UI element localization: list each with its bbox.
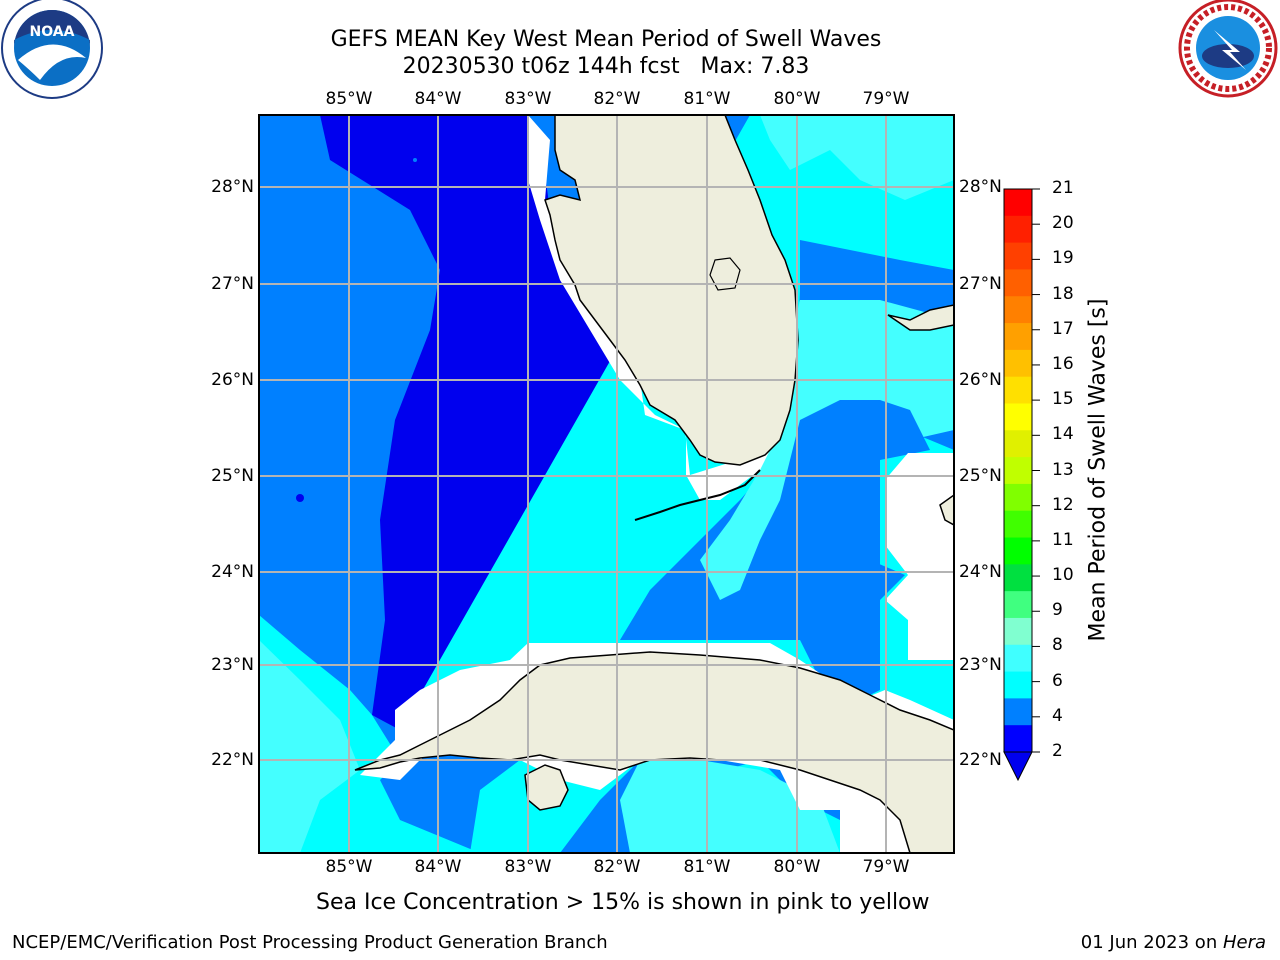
colorbar-swatch <box>1004 242 1032 270</box>
lat-label-right: 22°N <box>959 750 1002 770</box>
sea-ice-note: Sea Ice Concentration > 15% is shown in … <box>316 890 930 915</box>
colorbar <box>1003 188 1040 782</box>
map-panel <box>259 115 954 853</box>
colorbar-tick-label: 19 <box>1052 248 1074 269</box>
lat-label-right: 24°N <box>959 562 1002 582</box>
lon-label-bottom: 79°W <box>862 857 910 877</box>
lat-label-left: 24°N <box>211 562 254 582</box>
lon-label-bottom: 83°W <box>504 857 552 877</box>
map-frame <box>258 114 955 854</box>
colorbar-swatch <box>1004 617 1032 646</box>
colorbar-swatch <box>1004 725 1032 753</box>
lon-label-top: 80°W <box>773 89 821 109</box>
colorbar-tick-label: 14 <box>1052 424 1074 445</box>
colorbar-swatch <box>1004 457 1032 485</box>
noaa-logo: NOAA <box>1 0 103 99</box>
colorbar-tick-label: 20 <box>1052 213 1074 234</box>
lat-label-right: 28°N <box>959 177 1002 197</box>
lat-label-left: 23°N <box>211 655 254 675</box>
colorbar-tick-label: 15 <box>1052 389 1074 410</box>
lon-label-top: 81°W <box>683 89 731 109</box>
lat-label-right: 23°N <box>959 655 1002 675</box>
colorbar-swatch <box>1004 510 1032 539</box>
colorbar-swatch <box>1004 483 1032 512</box>
lon-label-bottom: 85°W <box>325 857 373 877</box>
lon-label-bottom: 81°W <box>683 857 731 877</box>
colorbar-swatch <box>1004 671 1032 699</box>
colorbar-tick-label: 21 <box>1052 178 1074 198</box>
lat-label-left: 22°N <box>211 750 254 770</box>
colorbar-tick-label: 13 <box>1052 459 1074 480</box>
swell-contour-6-8s-south <box>620 760 840 853</box>
lon-label-top: 79°W <box>862 89 910 109</box>
land-andros <box>939 494 954 526</box>
colorbar-swatch <box>1004 376 1032 404</box>
swell-contour-6-8s-mid <box>700 300 954 600</box>
land-florida-keys <box>634 469 761 521</box>
lon-label-bottom: 80°W <box>773 857 821 877</box>
colorbar-swatch <box>1004 430 1032 458</box>
lat-label-right: 25°N <box>959 466 1002 486</box>
colorbar-swatch <box>1004 269 1032 297</box>
colorbar-tick-label: 2 <box>1052 741 1063 761</box>
lat-label-left: 26°N <box>211 370 254 390</box>
footer-date-text: 01 Jun 2023 on <box>1080 932 1223 953</box>
lat-label-left: 25°N <box>211 466 254 486</box>
colorbar-tick-label: 4 <box>1052 705 1063 726</box>
swell-contour-6-8s-north <box>760 115 954 200</box>
colorbar-tick-label: 17 <box>1052 318 1074 339</box>
colorbar-tick-label: 16 <box>1052 353 1074 374</box>
noaa-logo-text: NOAA <box>30 24 75 40</box>
colorbar-tick-label: 10 <box>1052 565 1074 586</box>
colorbar-tick-label: 6 <box>1052 670 1063 691</box>
lat-label-left: 27°N <box>211 274 254 294</box>
graticule <box>259 115 954 853</box>
lon-label-top: 84°W <box>414 89 462 109</box>
swell-contour-6-8s-southwest <box>259 640 360 853</box>
colorbar-swatch <box>1004 215 1032 244</box>
colorbar-label: Mean Period of Swell Waves [s] <box>1085 298 1111 642</box>
footer-host: Hera <box>1222 932 1266 953</box>
colorbar-tick-label: 8 <box>1052 635 1063 656</box>
chart-subtitle: 20230530 t06z 144h fcst Max: 7.83 <box>402 54 810 79</box>
colorbar-swatch <box>1004 644 1032 673</box>
lon-label-top: 85°W <box>325 89 373 109</box>
lon-label-top: 83°W <box>504 89 552 109</box>
colorbar-extend-arrow <box>1003 751 1033 782</box>
lake-okeechobee <box>709 257 741 291</box>
lon-label-bottom: 84°W <box>414 857 462 877</box>
land-cuba <box>354 651 954 853</box>
lat-label-right: 26°N <box>959 370 1002 390</box>
land-florida <box>544 115 799 466</box>
footer-date: 01 Jun 2023 on Hera <box>1081 932 1266 953</box>
nws-logo <box>1178 0 1278 98</box>
colorbar-swatch <box>1004 323 1032 351</box>
chart-title: GEFS MEAN Key West Mean Period of Swell … <box>330 27 882 52</box>
colorbar-swatch <box>1004 537 1032 565</box>
land-isle-of-youth <box>524 764 569 811</box>
land-grand-bahama <box>887 304 954 331</box>
footer-branch: NCEP/EMC/Verification Post Processing Pr… <box>12 932 608 953</box>
colorbar-swatch <box>1004 349 1032 378</box>
colorbar-swatch <box>1004 403 1032 431</box>
swell-contour-4s-east <box>800 400 930 690</box>
colorbar-tick-label: 11 <box>1052 529 1074 550</box>
colorbar-swatch <box>1004 591 1032 619</box>
lon-label-top: 82°W <box>593 89 641 109</box>
colorbar-swatch <box>1004 189 1032 217</box>
shoal-marker <box>296 494 304 502</box>
nodata-region-bahamas <box>885 453 954 660</box>
colorbar-swatch <box>1004 698 1032 726</box>
colorbar-tick-label: 9 <box>1052 600 1063 621</box>
lat-label-right: 27°N <box>959 274 1002 294</box>
colorbar-tick-label: 18 <box>1052 283 1074 304</box>
shoal-marker <box>413 158 417 162</box>
colorbar-swatch <box>1004 564 1032 592</box>
colorbar-swatch <box>1004 296 1032 324</box>
lon-label-bottom: 82°W <box>593 857 641 877</box>
colorbar-tick-label: 12 <box>1052 494 1074 515</box>
lat-label-left: 28°N <box>211 177 254 197</box>
